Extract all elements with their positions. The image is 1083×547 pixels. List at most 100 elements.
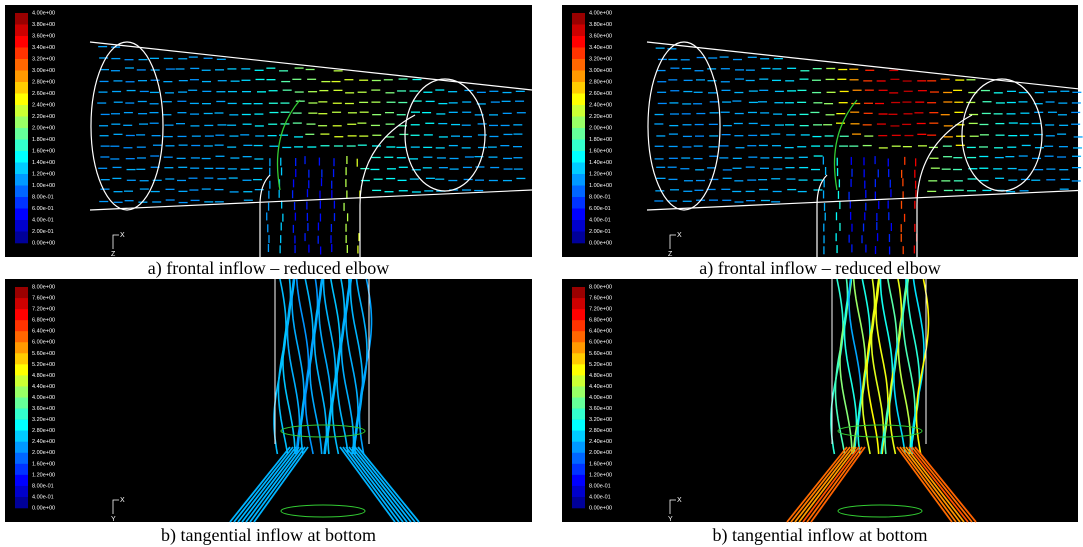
colorbar-band	[572, 375, 585, 387]
colorbar-label: 0.00e+00	[32, 240, 55, 246]
colorbar-label: 6.80e+00	[589, 318, 612, 324]
colorbar-label: 4.00e-01	[589, 494, 611, 500]
colorbar-band	[15, 496, 28, 509]
colorbar-label: 2.80e+00	[589, 428, 612, 434]
panel-background	[562, 5, 1078, 257]
colorbar-label: 6.40e+00	[32, 329, 55, 335]
colorbar-band	[572, 309, 585, 321]
colorbar-band	[15, 220, 28, 232]
colorbar-band	[15, 342, 28, 354]
colorbar-band	[15, 298, 28, 310]
pipe-outline	[646, 189, 1079, 211]
colorbar-band	[572, 397, 585, 409]
colorbar-band	[572, 197, 585, 209]
pipe-section	[404, 78, 486, 192]
streamline	[282, 278, 296, 455]
colorbar-label: 3.20e+00	[589, 56, 612, 62]
colorbar-label: 1.20e+00	[32, 472, 55, 478]
colorbar-label: 1.20e+00	[32, 171, 55, 177]
caption: b) tangential inflow at bottom	[713, 525, 928, 546]
triad-label: X	[677, 232, 682, 239]
pipe-outline	[89, 189, 533, 211]
streamline	[794, 446, 854, 523]
colorbar-label: 7.60e+00	[589, 296, 612, 302]
colorbar-label: 3.20e+00	[589, 417, 612, 423]
colorbar-label: 2.40e+00	[589, 439, 612, 445]
colorbar-label: 4.00e+00	[32, 10, 55, 16]
streamline	[349, 278, 364, 455]
streamline	[348, 446, 408, 523]
streamline	[806, 446, 863, 523]
streamline	[241, 446, 300, 523]
streamline	[790, 446, 851, 523]
caption: a) frontal inflow – reduced elbow	[148, 258, 389, 279]
colorbar-band	[572, 105, 585, 117]
colorbar-label: 5.20e+00	[32, 362, 55, 368]
branch-outline	[816, 174, 828, 257]
triad-label: X	[120, 497, 125, 504]
pipe-outline	[646, 41, 1079, 90]
streamline	[273, 278, 287, 455]
colorbar-band	[15, 320, 28, 332]
colorbar-band	[15, 364, 28, 376]
colorbar-label: 2.00e-01	[589, 229, 611, 235]
colorbar-label: 4.00e-01	[589, 217, 611, 223]
colorbar-label: 2.60e+00	[32, 91, 55, 97]
colorbar-band	[15, 47, 28, 60]
colorbar-band	[15, 408, 28, 420]
colorbar-label: 5.20e+00	[589, 362, 612, 368]
branch-outline	[916, 114, 973, 257]
colorbar-band	[572, 298, 585, 310]
colorbar-band	[572, 430, 585, 442]
triad-label: X	[120, 232, 125, 239]
colorbar-band	[15, 82, 28, 94]
colorbar-label: 8.00e+00	[32, 284, 55, 290]
triad-label: Z	[111, 251, 116, 258]
colorbar-band	[15, 208, 28, 221]
colorbar-label: 1.60e+00	[32, 461, 55, 467]
streamline	[896, 446, 953, 523]
colorbar-band	[572, 474, 585, 487]
streamline	[915, 278, 930, 455]
colorbar-band	[15, 397, 28, 409]
colorbar-band	[572, 320, 585, 332]
streamline	[802, 446, 860, 523]
colorbar-band	[572, 364, 585, 376]
colorbar-label: 4.40e+00	[589, 384, 612, 390]
panel: 4.00e+00 3.80e+00 3.60e+00 3.40e+00 3.20e+00…	[5, 5, 533, 258]
colorbar-label: 2.80e+00	[32, 79, 55, 85]
colorbar-band	[15, 116, 28, 129]
streamline	[914, 446, 977, 523]
colorbar-label: 4.00e-01	[32, 217, 54, 223]
colorbar-label: 1.00e+00	[32, 183, 55, 189]
colorbar-label: 1.60e+00	[589, 461, 612, 467]
colorbar-band	[572, 82, 585, 94]
streamline	[253, 446, 309, 523]
colorbar-label: 8.00e-01	[589, 483, 611, 489]
colorbar-band	[15, 36, 28, 48]
axis-triad	[669, 234, 676, 249]
colorbar-label: 3.60e+00	[32, 406, 55, 412]
inner-arc	[276, 99, 301, 191]
colorbar-label: 2.80e+00	[589, 79, 612, 85]
colorbar-label: 6.40e+00	[589, 329, 612, 335]
colorbar-label: 5.60e+00	[32, 351, 55, 357]
colorbar-label: 3.00e+00	[32, 68, 55, 74]
streamline	[905, 446, 965, 523]
streamline	[354, 446, 416, 523]
colorbar-band	[15, 105, 28, 117]
colorbar-label: 4.80e+00	[589, 373, 612, 379]
colorbar-label: 3.80e+00	[589, 22, 612, 28]
pipe-section	[837, 424, 923, 438]
panel-background	[5, 279, 532, 522]
colorbar-label: 6.00e-01	[32, 206, 54, 212]
colorbar-band	[15, 474, 28, 487]
streamline	[902, 446, 961, 523]
triad-label: Z	[668, 251, 673, 258]
pipe-section	[90, 41, 164, 211]
streamline	[810, 446, 866, 523]
colorbar-label: 8.00e+00	[589, 284, 612, 290]
pipe-section	[647, 41, 721, 211]
colorbar-band	[15, 441, 28, 454]
